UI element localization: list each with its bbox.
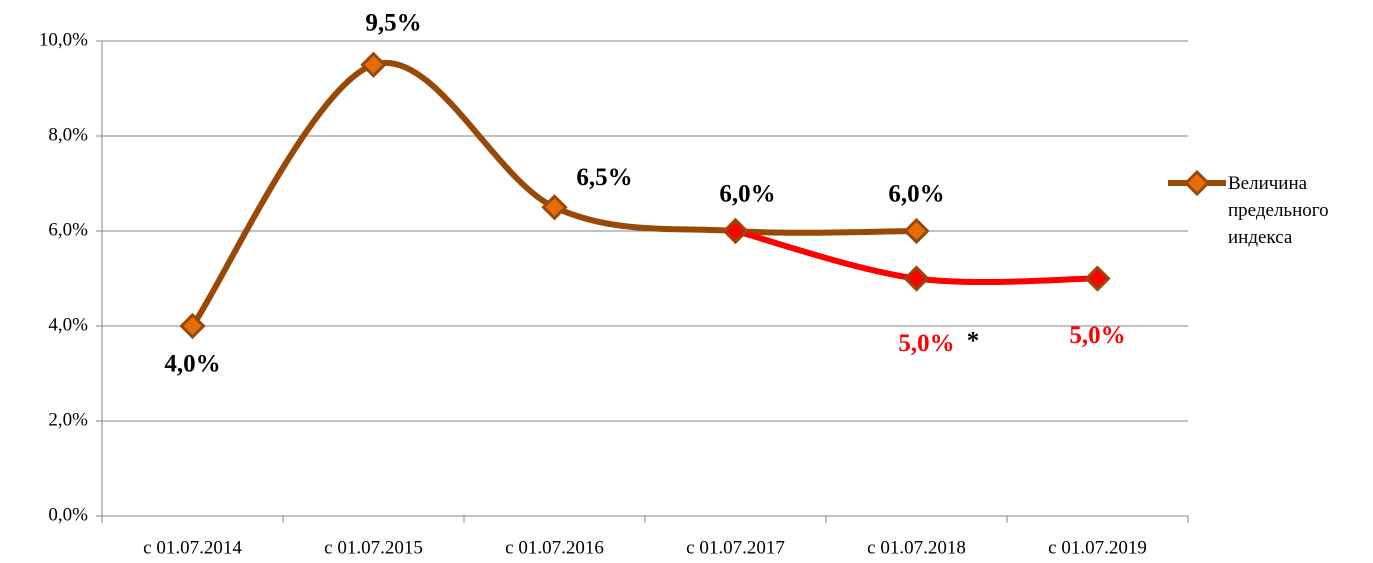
marker xyxy=(1084,265,1111,292)
data-label: 5,0% xyxy=(898,330,954,357)
data-label: 6,0% xyxy=(888,181,944,208)
marker xyxy=(722,217,749,245)
legend-label: Величина предельного индекса xyxy=(1228,173,1329,248)
data-label: 6,5% xyxy=(576,164,632,191)
x-tick-label: с 01.07.2014 xyxy=(143,537,242,558)
x-tick-label: с 01.07.2016 xyxy=(505,537,604,558)
marker xyxy=(903,217,930,245)
x-tick-label: с 01.07.2018 xyxy=(867,537,966,558)
x-tick-label: с 01.07.2015 xyxy=(324,537,423,558)
marker xyxy=(179,312,206,340)
x-tick-label: с 01.07.2017 xyxy=(686,537,785,558)
legend-marker xyxy=(1183,169,1211,197)
x-tick-label: с 01.07.2019 xyxy=(1048,537,1147,558)
marker xyxy=(903,265,930,292)
y-tick-label: 0,0% xyxy=(48,504,88,525)
y-tick-label: 8,0% xyxy=(48,124,88,145)
annotation: * xyxy=(967,328,980,355)
series-line xyxy=(190,59,917,328)
data-label: 4,0% xyxy=(164,351,220,378)
y-tick-label: 6,0% xyxy=(48,219,88,240)
marker xyxy=(360,51,387,78)
data-label: 5,0% xyxy=(1069,322,1125,349)
data-label: 6,0% xyxy=(719,181,775,208)
y-tick-label: 2,0% xyxy=(48,409,88,430)
marker xyxy=(541,194,568,221)
y-tick-label: 4,0% xyxy=(48,314,88,335)
y-tick-label: 10,0% xyxy=(39,29,88,50)
data-label: 9,5% xyxy=(365,9,421,36)
